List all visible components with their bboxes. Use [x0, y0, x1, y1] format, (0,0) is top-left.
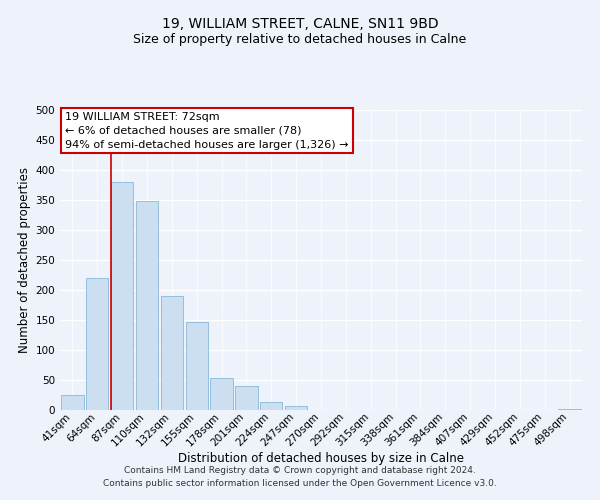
Bar [136, 201, 158, 410]
Bar [285, 406, 307, 410]
Bar [111, 182, 133, 410]
Bar [161, 296, 183, 410]
Bar [185, 322, 208, 410]
Bar [61, 395, 83, 410]
Text: Size of property relative to detached houses in Calne: Size of property relative to detached ho… [133, 32, 467, 46]
Bar [260, 402, 283, 410]
Bar [559, 409, 581, 410]
Text: 19, WILLIAM STREET, CALNE, SN11 9BD: 19, WILLIAM STREET, CALNE, SN11 9BD [161, 18, 439, 32]
Text: 19 WILLIAM STREET: 72sqm
← 6% of detached houses are smaller (78)
94% of semi-de: 19 WILLIAM STREET: 72sqm ← 6% of detache… [65, 112, 349, 150]
Bar [235, 386, 257, 410]
X-axis label: Distribution of detached houses by size in Calne: Distribution of detached houses by size … [178, 452, 464, 466]
Bar [86, 278, 109, 410]
Y-axis label: Number of detached properties: Number of detached properties [18, 167, 31, 353]
Bar [211, 378, 233, 410]
Text: Contains HM Land Registry data © Crown copyright and database right 2024.
Contai: Contains HM Land Registry data © Crown c… [103, 466, 497, 487]
